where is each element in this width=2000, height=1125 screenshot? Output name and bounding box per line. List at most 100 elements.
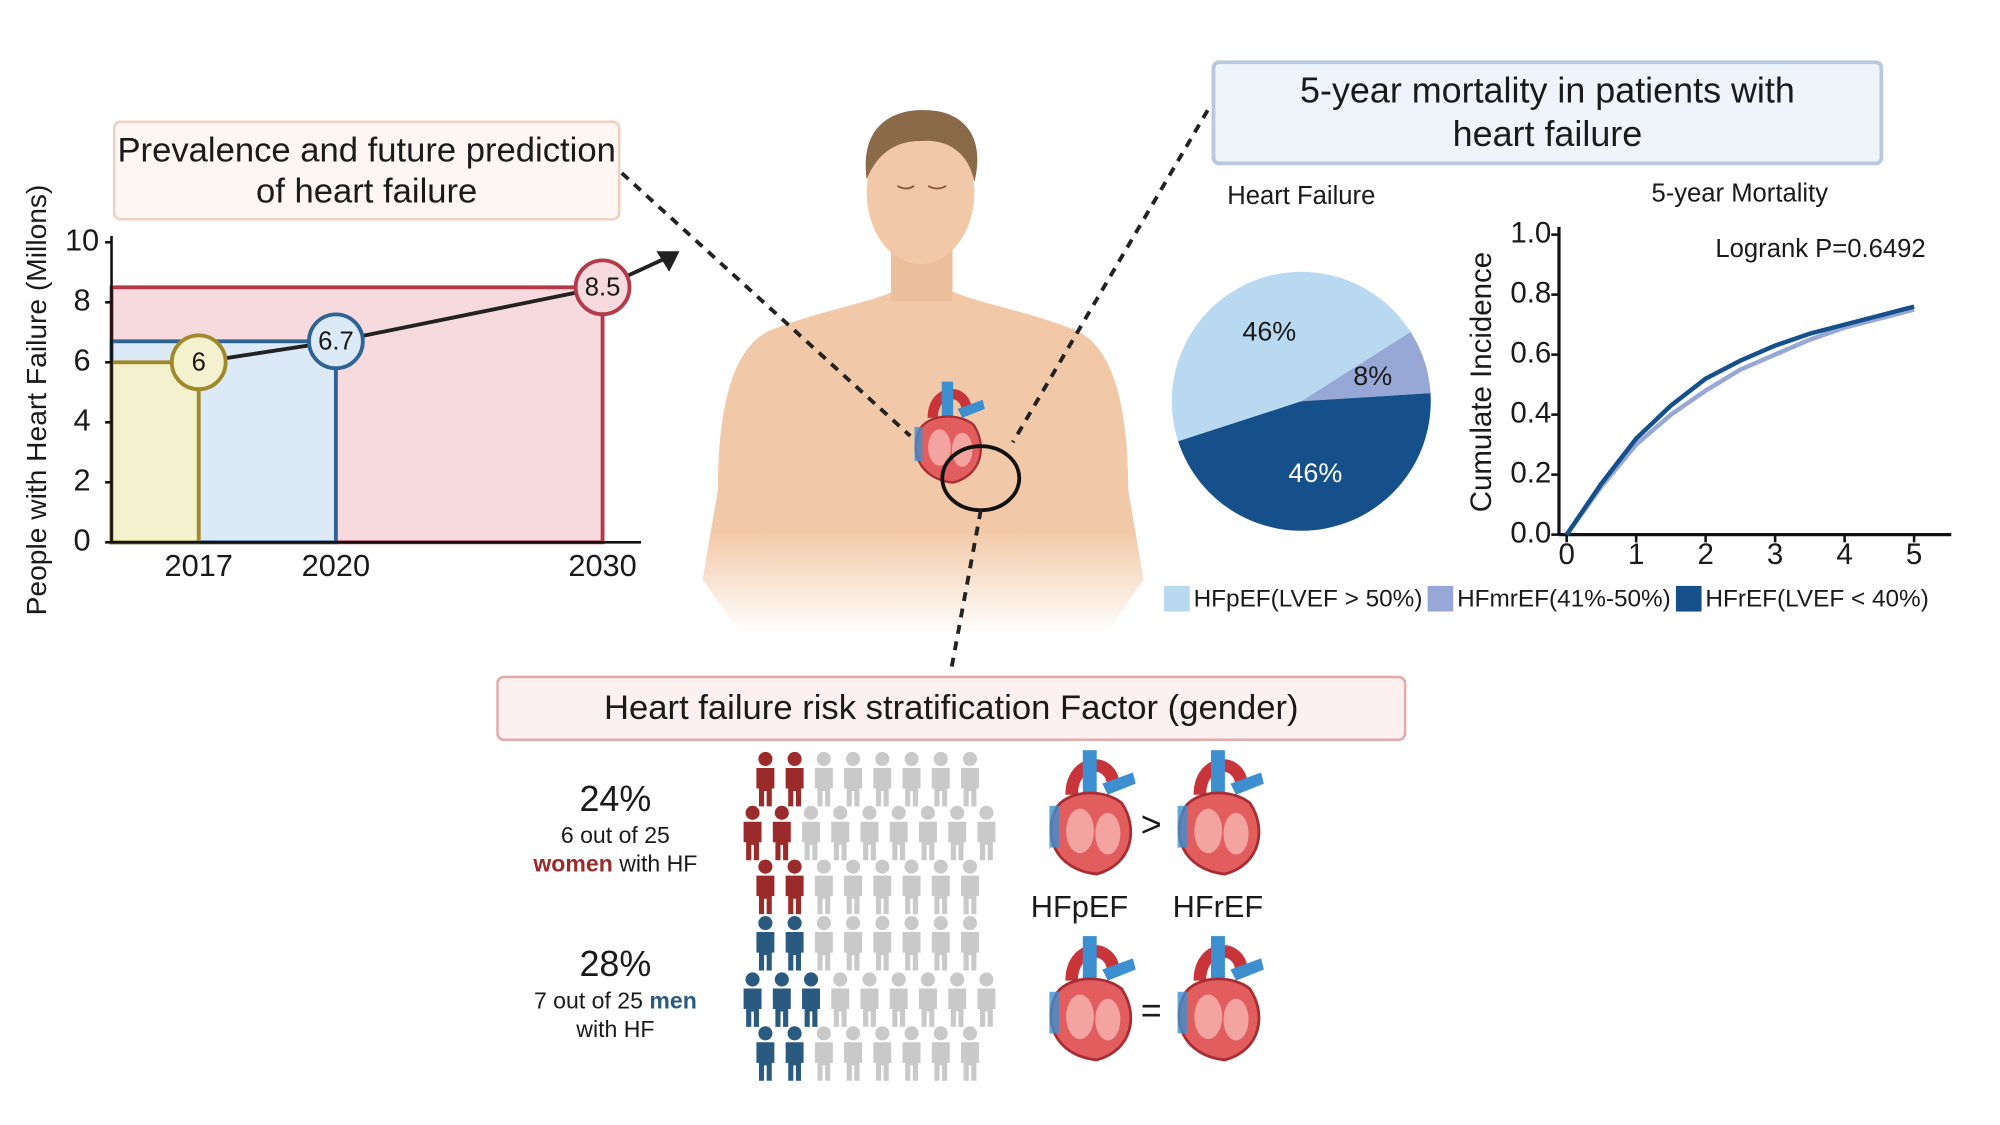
person-icon bbox=[961, 859, 979, 915]
person-head bbox=[846, 859, 861, 874]
pie-slice bbox=[1178, 393, 1431, 531]
person-body bbox=[772, 821, 791, 861]
person-body bbox=[814, 1042, 833, 1081]
person-icon bbox=[931, 1026, 950, 1081]
line-title: 5-year Mortality bbox=[1651, 180, 1828, 208]
person-body bbox=[961, 1042, 979, 1081]
person-body bbox=[902, 767, 921, 807]
person-head bbox=[891, 972, 906, 987]
mortality-title: 5-year mortality in patients with heart … bbox=[1211, 60, 1884, 166]
caption-part: with HF bbox=[575, 1016, 654, 1042]
person-head bbox=[933, 751, 948, 767]
percent: 28% bbox=[579, 944, 651, 984]
mortality-title-box: 5-year mortality in patients with heart … bbox=[1211, 60, 1884, 166]
person-icon bbox=[961, 1026, 979, 1081]
caption-part: women bbox=[532, 850, 612, 876]
x-tick-label: 1 bbox=[1628, 538, 1644, 571]
person-icon bbox=[756, 916, 775, 971]
risk-title-box: Heart failure risk stratification Factor… bbox=[496, 675, 1407, 742]
person-icon bbox=[902, 916, 921, 971]
person-head bbox=[774, 805, 789, 820]
y-axis-label: Cumulate Incidence bbox=[1465, 252, 1498, 512]
person-icon bbox=[977, 805, 996, 861]
person-icon bbox=[814, 859, 833, 915]
value-circle bbox=[573, 258, 632, 317]
person-head bbox=[962, 916, 978, 931]
person-body bbox=[889, 821, 908, 861]
person-icon bbox=[931, 916, 950, 971]
group-caption: 6 out of 25 bbox=[561, 822, 670, 848]
person-body bbox=[860, 821, 879, 861]
y-tick-label: 0.4 bbox=[1510, 396, 1551, 429]
x-tick-label: 5 bbox=[1906, 538, 1922, 571]
y-tick-label: 0.2 bbox=[1510, 456, 1551, 489]
person-icon bbox=[977, 972, 996, 1027]
caption-part: 6 out of 25 bbox=[561, 822, 670, 848]
person-icon bbox=[961, 916, 979, 971]
group-caption: women with HF bbox=[532, 850, 697, 876]
percent: 24% bbox=[579, 779, 651, 819]
person-body bbox=[756, 875, 775, 915]
person-body bbox=[931, 767, 950, 807]
person-body bbox=[961, 932, 979, 971]
person-body bbox=[873, 767, 892, 807]
person-icon bbox=[902, 1026, 921, 1081]
person-head bbox=[933, 916, 948, 931]
group-caption: 7 out of 25 men bbox=[534, 988, 697, 1014]
legend-label: HFmrEF(41%-50%) bbox=[1457, 585, 1671, 612]
legend-swatch bbox=[1164, 585, 1190, 612]
person-body bbox=[889, 988, 908, 1027]
comparison-sign: > bbox=[1141, 804, 1162, 844]
heart-label: HFpEF bbox=[1031, 889, 1128, 924]
pie-slice bbox=[1171, 271, 1411, 442]
person-body bbox=[802, 988, 820, 1027]
pie-label: 46% bbox=[1242, 316, 1296, 346]
person-head bbox=[875, 751, 890, 767]
x-tick-label: 2017 bbox=[165, 548, 233, 583]
person-body bbox=[756, 1042, 775, 1081]
person-body bbox=[831, 988, 850, 1027]
prevalence-title: Prevalence and future prediction of hear… bbox=[112, 120, 621, 221]
person-body bbox=[814, 875, 833, 915]
person-head bbox=[979, 972, 994, 987]
person-icon bbox=[831, 805, 850, 861]
person-head bbox=[979, 805, 994, 820]
x-tick-label: 4 bbox=[1836, 538, 1852, 571]
person-icon bbox=[873, 859, 892, 915]
person-head bbox=[745, 805, 760, 820]
person-body bbox=[873, 932, 892, 971]
person-head bbox=[803, 805, 819, 820]
value-label: 8.5 bbox=[585, 273, 621, 301]
person-head bbox=[758, 859, 773, 874]
person-icon bbox=[860, 805, 879, 861]
line-series bbox=[1564, 304, 1915, 536]
person-body bbox=[948, 988, 967, 1027]
person-body bbox=[785, 767, 804, 807]
person-head bbox=[758, 1026, 773, 1041]
person-head bbox=[787, 1026, 802, 1041]
person-icon bbox=[802, 972, 820, 1027]
person-icon bbox=[918, 972, 937, 1027]
person-body bbox=[844, 932, 863, 971]
y-tick-label: 8 bbox=[73, 282, 90, 317]
person-head bbox=[962, 751, 978, 767]
person-body bbox=[785, 875, 804, 915]
pie-title: Heart Failure bbox=[1227, 182, 1375, 210]
person-body bbox=[756, 932, 775, 971]
value-label: 6 bbox=[192, 348, 206, 376]
value-label: 6.7 bbox=[318, 327, 354, 355]
person-head bbox=[962, 1026, 978, 1041]
person-icon bbox=[785, 1026, 804, 1081]
legend-swatch bbox=[1675, 585, 1702, 612]
person-head bbox=[816, 751, 831, 767]
pie-label: 8% bbox=[1353, 361, 1392, 391]
person-icon bbox=[756, 859, 775, 915]
person-head bbox=[950, 972, 965, 987]
person-head bbox=[833, 805, 848, 820]
caption-part: men bbox=[649, 988, 696, 1014]
comparison-sign: = bbox=[1141, 990, 1162, 1030]
person-head bbox=[891, 805, 906, 820]
person-body bbox=[873, 875, 892, 915]
